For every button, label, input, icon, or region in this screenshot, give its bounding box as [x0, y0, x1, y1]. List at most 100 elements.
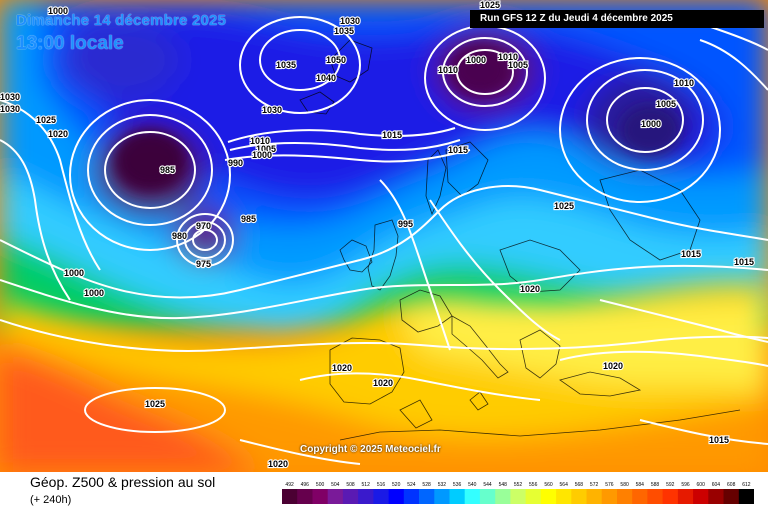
legend-value-label: 600 — [697, 482, 706, 488]
legend-value-label: 528 — [422, 482, 431, 488]
isobar-label: 1000 — [84, 288, 104, 298]
isobar-label: 1015 — [709, 435, 729, 445]
forecast-map: 1000 1030 1035 1030 1030 1025 1020 1035 … — [0, 0, 768, 472]
legend-swatch — [282, 489, 298, 504]
legend-value-label: 608 — [727, 482, 736, 488]
legend-value-label: 512 — [362, 482, 371, 488]
legend-swatch — [479, 489, 496, 504]
isobar-label: 970 — [196, 221, 211, 231]
legend-swatch — [342, 489, 359, 504]
isobar-lines — [0, 16, 768, 465]
isobar-label: 1000 — [64, 268, 84, 278]
isobar-label: 1020 — [603, 361, 623, 371]
copyright: Copyright © 2025 Meteociel.fr — [300, 444, 441, 455]
legend-value-label: 556 — [529, 482, 538, 488]
isobar-label: 985 — [160, 165, 175, 175]
isobar-label: 1025 — [480, 0, 500, 10]
legend-value-label: 588 — [651, 482, 660, 488]
isobar-label: 1035 — [276, 60, 296, 70]
legend-value-label: 492 — [285, 482, 294, 488]
legend-value-label: 552 — [514, 482, 523, 488]
legend-swatch — [388, 489, 405, 504]
isobar-label: 1010 — [438, 65, 458, 75]
isobar-label: 995 — [398, 219, 413, 229]
isobar-label: 1020 — [48, 129, 68, 139]
isobar-label: 1030 — [0, 104, 20, 114]
isobar-label: 975 — [196, 259, 211, 269]
run-info: Run GFS 12 Z du Jeudi 4 décembre 2025 — [470, 10, 764, 28]
legend-swatch — [540, 489, 557, 504]
legend-value-label: 500 — [316, 482, 325, 488]
isobar-label: 1035 — [334, 26, 354, 36]
isobar-label: 990 — [228, 158, 243, 168]
legend-swatch — [525, 489, 542, 504]
isobar-label: 1040 — [316, 73, 336, 83]
legend-value-label: 576 — [605, 482, 614, 488]
isobar-label: 1050 — [326, 55, 346, 65]
isobar-label: 1010 — [674, 78, 694, 88]
isobar-label: 1015 — [734, 257, 754, 267]
legend-value-label: 592 — [666, 482, 675, 488]
legend-value-label: 508 — [346, 482, 355, 488]
legend-swatch — [647, 489, 664, 504]
isobar-label: 1005 — [508, 60, 528, 70]
legend-swatch — [403, 489, 420, 504]
legend-swatch — [556, 489, 572, 504]
legend-swatch — [632, 489, 648, 504]
legend-swatch — [464, 489, 481, 504]
legend-swatch — [693, 489, 709, 504]
isobar-label: 1025 — [554, 201, 574, 211]
isobar-label: 1020 — [520, 284, 540, 294]
legend-swatch — [297, 489, 313, 504]
legend-value-label: 596 — [681, 482, 690, 488]
legend-swatch — [617, 489, 633, 504]
isobar-label: 1030 — [0, 92, 20, 102]
legend-value-label: 540 — [468, 482, 477, 488]
legend-swatch — [723, 489, 740, 504]
legend-swatch — [312, 489, 329, 504]
legend-swatch — [373, 489, 390, 504]
legend-swatch — [510, 489, 527, 504]
isobar-label: 1015 — [382, 130, 402, 140]
legend-swatch — [708, 489, 724, 504]
z500-field — [0, 0, 768, 472]
legend-value-label: 560 — [544, 482, 553, 488]
isobar-label: 1005 — [656, 99, 676, 109]
isobar-label: 1025 — [36, 115, 56, 125]
legend-value-label: 568 — [575, 482, 584, 488]
legend-swatch — [662, 489, 679, 504]
isobar-label: 1020 — [373, 378, 393, 388]
isobar-label: 1020 — [268, 459, 288, 469]
legend-swatch — [571, 489, 587, 504]
legend-swatch — [738, 489, 754, 504]
isobar-label: 1010 — [250, 136, 270, 146]
legend-value-label: 536 — [453, 482, 462, 488]
legend-value-label: 580 — [620, 482, 629, 488]
legend-swatch — [358, 489, 374, 504]
isobar-label: 985 — [241, 214, 256, 224]
legend-swatch — [495, 489, 511, 504]
legend-swatch — [327, 489, 344, 504]
isobar-label: 1000 — [466, 55, 486, 65]
isobar-label: 1015 — [448, 145, 468, 155]
isobar-label: 1005 — [256, 144, 276, 154]
isobar-label: 1010 — [498, 52, 518, 62]
legend-value-label: 544 — [483, 482, 492, 488]
forecast-range: (+ 240h) — [30, 494, 72, 506]
legend-value-label: 516 — [377, 482, 386, 488]
legend-value-label: 524 — [407, 482, 416, 488]
isobar-label: 1000 — [641, 119, 661, 129]
isobar-label: 1025 — [145, 399, 165, 409]
forecast-time: 13:00 locale — [16, 33, 124, 54]
legend-value-label: 604 — [712, 482, 721, 488]
isobar-label: 1000 — [48, 6, 68, 16]
isobar-label: 980 — [172, 231, 187, 241]
color-legend: 492 496 500 504 508 512 516 520 524 528 532 536 540 5… — [282, 482, 754, 504]
isobar-label: 1030 — [262, 105, 282, 115]
isobar-labels: 1000 1030 1035 1030 1030 1025 1020 1035 … — [0, 0, 755, 470]
legend-value-label: 520 — [392, 482, 401, 488]
isobar-label: 1020 — [332, 363, 352, 373]
legend-value-label: 496 — [301, 482, 310, 488]
forecast-date: Dimanche 14 décembre 2025 — [16, 12, 227, 29]
